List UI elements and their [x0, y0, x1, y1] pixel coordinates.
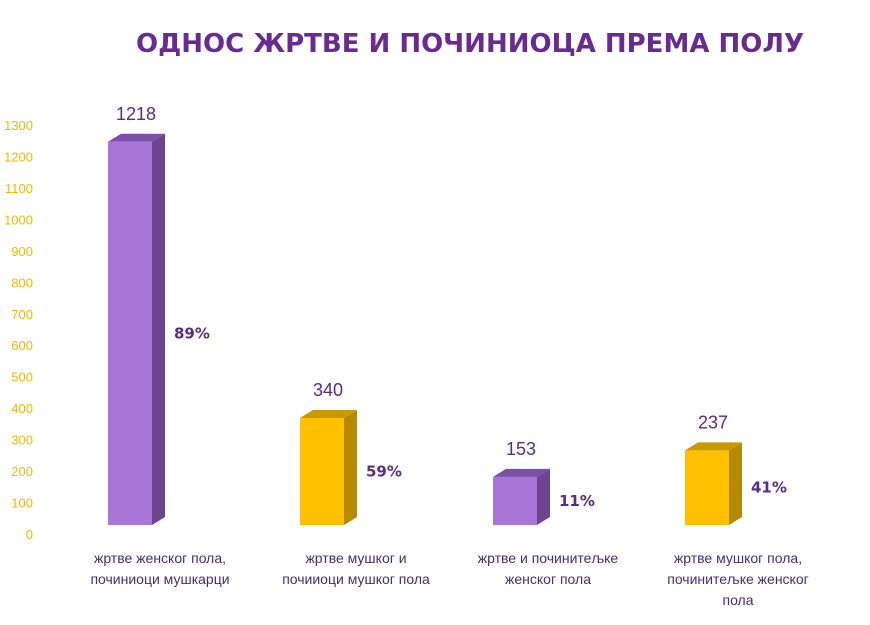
- bar-value-label: 340: [313, 380, 343, 400]
- bar-side: [152, 133, 165, 525]
- bar-percent-label: 89%: [174, 324, 210, 342]
- y-tick-label: 1200: [4, 149, 33, 164]
- y-tick-label: 300: [11, 433, 33, 448]
- bar-side: [344, 410, 357, 525]
- bar-top: [300, 410, 357, 419]
- category-label: починиоци мушкарци: [90, 571, 229, 587]
- category-label: починитељке женског: [667, 571, 808, 587]
- bar-value-label: 237: [698, 412, 728, 432]
- y-tick-label: 1100: [5, 181, 33, 196]
- bar-top: [108, 133, 165, 142]
- y-tick-label: 1000: [4, 212, 33, 227]
- bar-top: [493, 468, 550, 477]
- category-label: жртве и починитељке: [478, 550, 619, 566]
- bar-front: [685, 450, 729, 525]
- bar-top: [685, 442, 742, 451]
- bar-percent-label: 11%: [559, 492, 595, 510]
- bar-percent-label: 59%: [366, 463, 402, 481]
- bar-value-label: 153: [506, 439, 536, 459]
- y-tick-label: 600: [11, 338, 33, 353]
- y-axis: 0 100 200 300 400 500 600 700 800 900 1000 1100 1200…: [4, 118, 33, 542]
- y-tick-label: 800: [11, 275, 33, 290]
- category-label: жртве женског пола,: [94, 550, 226, 566]
- y-tick-label: 0: [26, 527, 33, 542]
- bar-front: [108, 141, 152, 525]
- y-tick-label: 100: [11, 496, 33, 511]
- bar-percent-label: 41%: [751, 479, 787, 497]
- y-tick-label: 500: [11, 370, 33, 385]
- category-label: пола: [722, 592, 753, 608]
- bar-value-label: 1218: [116, 104, 156, 124]
- y-tick-label: 400: [11, 401, 33, 416]
- y-tick-label: 900: [11, 244, 33, 259]
- labels: 1218 89% жртве женског пола, починиоци мушк…: [90, 104, 808, 608]
- category-label: почииоци мушког пола: [282, 571, 430, 587]
- bar-side: [729, 442, 742, 525]
- bar-front: [493, 476, 537, 525]
- bar-side: [537, 468, 550, 525]
- bar-front: [300, 418, 344, 525]
- category-label: жртве мушког пола,: [674, 550, 802, 566]
- y-tick-label: 200: [11, 464, 33, 479]
- bars: [108, 133, 742, 525]
- category-label: жртве мушког и: [305, 550, 406, 566]
- category-label: женског пола: [505, 571, 591, 587]
- chart-title: ОДНОС ЖРТВЕ И ПОЧИНИОЦА ПРЕМА ПОЛУ: [136, 29, 804, 59]
- y-tick-label: 700: [11, 307, 33, 322]
- y-tick-label: 1300: [4, 118, 33, 133]
